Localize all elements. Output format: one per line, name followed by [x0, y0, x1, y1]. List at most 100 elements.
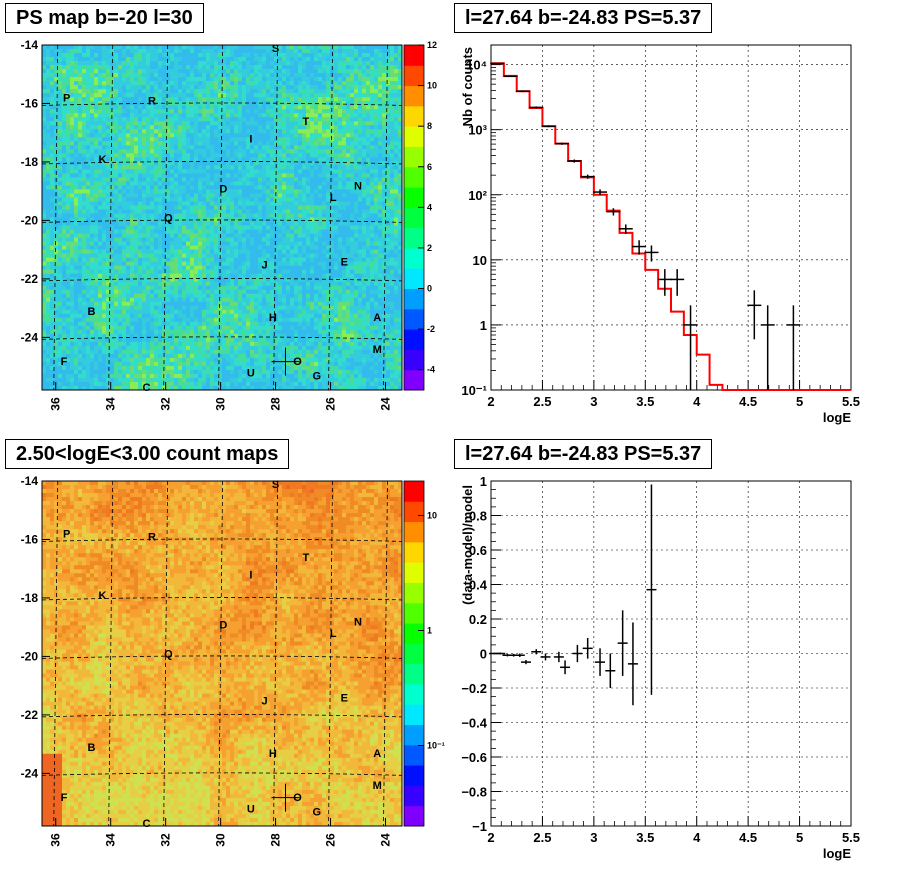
x-tick-label: 2.5: [533, 394, 551, 409]
source-label-d: D: [219, 619, 227, 631]
plot-frame: [490, 44, 852, 391]
scale-tick-label: 6: [427, 162, 432, 172]
source-label-m: M: [373, 344, 382, 356]
grid-meridian: [163, 44, 169, 391]
color-scale-frame: [403, 44, 425, 391]
source-label-t: T: [302, 552, 309, 564]
x-tick-label: 32: [159, 397, 173, 411]
residual-chart: −1 −0.8 −0.6 −0.4 −0.2 0 0.2 0.4 0.6 0.8 1 2 2.5 3 3.5…: [460, 474, 860, 861]
grid-meridian: [328, 44, 333, 391]
grid-meridian: [108, 44, 114, 391]
source-label-n: N: [354, 616, 362, 628]
source-label-p: P: [63, 529, 70, 541]
y-tick-label: 0.2: [469, 612, 487, 627]
scale-tick-label: -2: [427, 324, 435, 334]
residual-point: [605, 653, 616, 688]
data-point: [606, 208, 621, 216]
residual-panel: −1 −0.8 −0.6 −0.4 −0.2 0 0.2 0.4 0.6 0.8 1 2 2.5 3 3.5…: [449, 436, 898, 871]
scale-tick-label: 2: [427, 243, 432, 253]
heatmap-cells: [42, 45, 403, 391]
data-point: [670, 269, 685, 296]
x-tick-label: 3.5: [636, 830, 654, 845]
y-tick-label: −1: [472, 819, 487, 834]
source-label-j: J: [262, 695, 268, 707]
data-point: [580, 174, 595, 179]
grid-meridian: [218, 44, 224, 391]
x-tick-label: 2: [487, 394, 494, 409]
source-label-u: U: [247, 803, 255, 815]
x-tick-label: 2.5: [533, 830, 551, 845]
x-tick-label: 4: [693, 394, 701, 409]
data-point: [593, 189, 608, 196]
source-label-n: N: [354, 180, 362, 192]
grid-meridian: [383, 480, 388, 827]
y-tick-label: 0: [480, 647, 487, 662]
y-tick-label: 1: [480, 318, 487, 333]
y-tick-label: -16: [21, 532, 39, 546]
y-tick-label: -20: [21, 649, 39, 663]
y-tick-label: -24: [21, 766, 39, 780]
x-tick-label: 3: [590, 830, 597, 845]
source-label-c: C: [142, 818, 150, 830]
grid-meridian: [53, 480, 59, 827]
source-label-f: F: [61, 356, 68, 368]
y-axis-label: (data-model)/model: [460, 485, 475, 605]
data-point: [683, 305, 698, 390]
residual-point: [531, 649, 542, 655]
data-point: [657, 269, 672, 296]
y-tick-label: 10³: [468, 123, 487, 138]
residual-point: [553, 651, 564, 663]
residual-point: [560, 660, 571, 675]
x-tick-label: 4.5: [739, 830, 757, 845]
x-tick-label: 2: [487, 830, 494, 845]
color-scale: [404, 481, 424, 827]
scale-tick-label: -4: [427, 365, 435, 375]
source-label-a: A: [373, 748, 381, 760]
source-label-q: Q: [164, 213, 173, 225]
data-point: [618, 224, 633, 234]
ps-map-title: PS map b=-20 l=30: [5, 3, 204, 33]
y-tick-label: −0.8: [461, 785, 487, 800]
source-label-r: R: [148, 532, 156, 544]
color-scale: [404, 45, 424, 391]
x-tick-label: 5.5: [842, 394, 860, 409]
x-tick-label: 5: [796, 394, 803, 409]
scale-tick-label: 8: [427, 121, 432, 131]
map-frame: [41, 480, 403, 827]
grid-meridian: [383, 44, 388, 391]
y-tick-label: -18: [21, 155, 39, 169]
source-label-e: E: [341, 256, 348, 268]
data-point: [541, 125, 556, 128]
source-label-i: I: [249, 134, 252, 146]
source-label-m: M: [373, 780, 382, 792]
data-point: [567, 159, 582, 163]
y-tick-label: −0.2: [461, 681, 487, 696]
source-label-p: P: [63, 93, 70, 105]
source-label-g: G: [313, 370, 322, 382]
x-tick-label: 24: [379, 397, 393, 411]
x-tick-label: 32: [159, 833, 173, 847]
data-point: [515, 90, 530, 93]
y-tick-label: 0.4: [469, 578, 488, 593]
residual-point: [627, 622, 638, 706]
source-label-j: J: [262, 259, 268, 271]
source-label-s: S: [272, 479, 279, 491]
x-tick-label: 26: [324, 397, 338, 411]
residual-point: [514, 653, 525, 657]
x-tick-label: 24: [379, 833, 393, 847]
x-axis-label: logE: [823, 846, 851, 861]
data-point: [503, 75, 518, 78]
source-label-h: H: [269, 748, 277, 760]
x-tick-label: 36: [49, 833, 63, 847]
heatmap-cells: [42, 481, 403, 827]
x-tick-label: 30: [214, 397, 228, 411]
residual-point: [617, 610, 628, 676]
source-label-k: K: [98, 590, 106, 602]
source-label-a: A: [373, 312, 381, 324]
source-label-l: L: [330, 192, 337, 204]
y-tick-label: -14: [21, 474, 39, 488]
y-tick-label: -16: [21, 96, 39, 110]
count-map-panel: 36 34 32 30 28 26 24 -14 -16 -18 -20 -22 -24 S P R T I K D N…: [0, 436, 449, 871]
scale-tick-label: 4: [427, 202, 432, 212]
